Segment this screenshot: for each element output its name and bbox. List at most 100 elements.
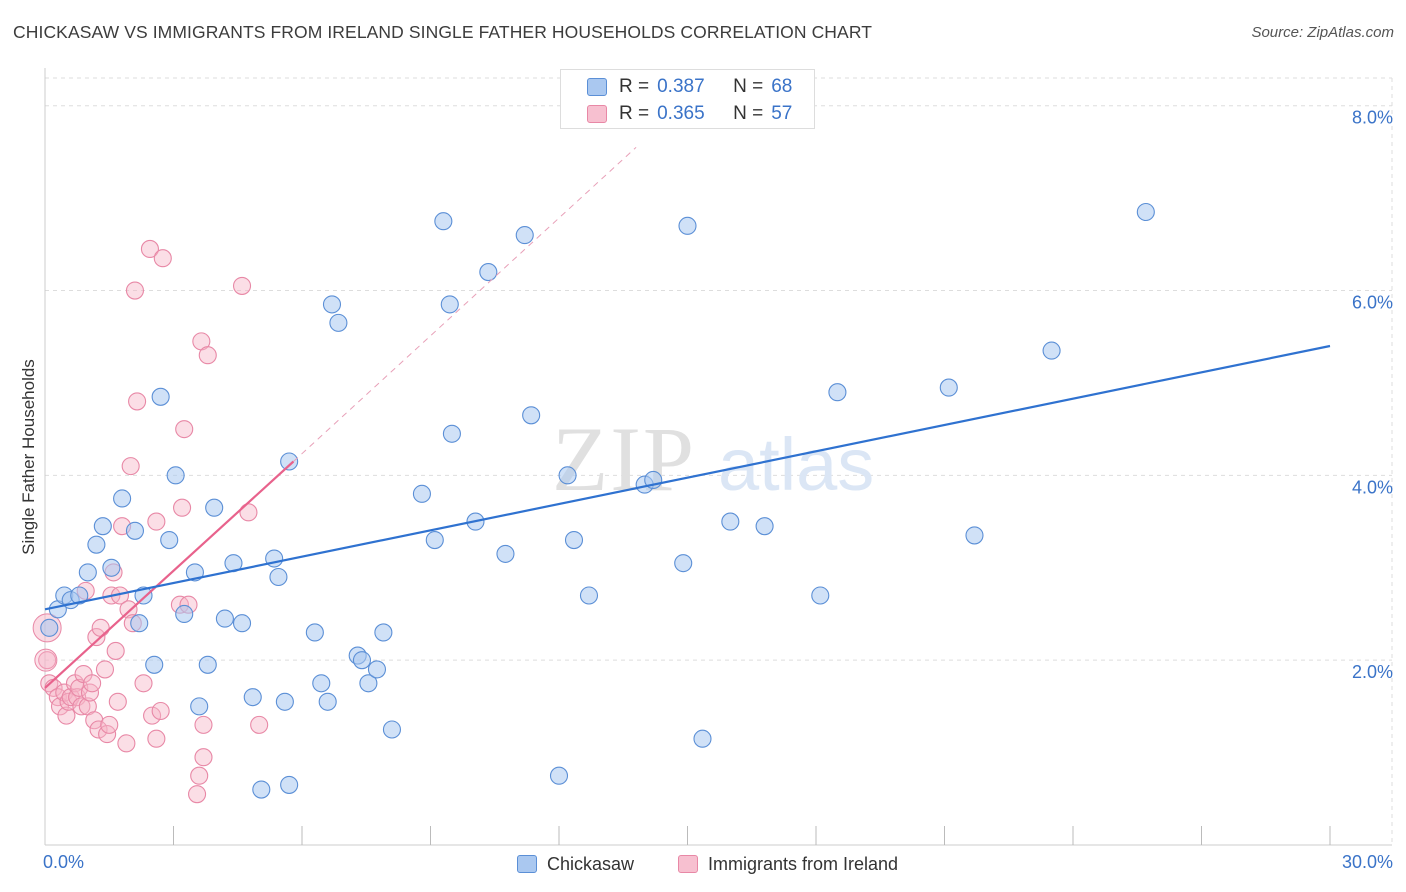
data-point: [305, 623, 324, 642]
data-point: [194, 748, 213, 767]
data-point: [70, 586, 89, 605]
data-point: [121, 457, 140, 476]
data-point: [828, 383, 847, 402]
data-point: [811, 586, 830, 605]
series-immigrants-from-ireland: [32, 239, 269, 804]
stats-row-chickasaw: R = 0.387 N = 68: [587, 75, 792, 99]
trend-line-chickasaw: [44, 344, 1331, 611]
trend-lines: [44, 146, 1331, 689]
trend-line-ireland-extension: [293, 146, 637, 462]
data-point: [134, 586, 153, 605]
data-point: [674, 554, 693, 573]
data-point: [312, 674, 331, 693]
data-point: [134, 674, 153, 693]
data-point: [359, 674, 378, 693]
watermark-atlas: atlas: [718, 423, 874, 506]
data-point: [147, 729, 166, 748]
data-point: [318, 692, 337, 711]
data-point: [125, 281, 144, 300]
data-point: [755, 517, 774, 536]
data-point: [151, 701, 170, 721]
stats-swatch-pink: [587, 105, 607, 123]
data-point: [108, 692, 127, 711]
data-point: [40, 618, 59, 637]
stats-box: R = 0.387 N = 68 R = 0.365 N = 57: [560, 69, 815, 129]
legend-swatch-blue: [517, 855, 537, 873]
watermark-zip: ZIP: [552, 408, 696, 510]
data-point: [190, 697, 209, 716]
legend-swatch-pink: [678, 855, 698, 873]
stats-swatch-blue: [587, 78, 607, 96]
data-point: [434, 212, 453, 231]
data-point: [93, 517, 112, 536]
data-point: [125, 521, 144, 540]
data-point: [173, 498, 192, 517]
stats-n-label: N =: [733, 76, 764, 97]
stats-r-value: 0.387: [657, 76, 705, 97]
data-point: [128, 392, 147, 411]
data-point: [239, 503, 258, 522]
data-point: [352, 651, 372, 670]
data-point: [496, 544, 515, 563]
data-point: [367, 660, 387, 679]
source-label: Source: ZipAtlas.com: [1251, 24, 1394, 41]
data-point: [252, 780, 271, 799]
data-point: [243, 688, 262, 707]
data-point: [322, 295, 342, 314]
data-point: [38, 651, 57, 670]
y-tick-label: 6.0%: [1352, 293, 1393, 313]
data-point: [87, 535, 106, 554]
legend-label: Immigrants from Ireland: [708, 853, 899, 874]
data-point: [579, 586, 599, 605]
data-point: [280, 775, 299, 794]
stats-r-label: R =: [619, 76, 650, 97]
data-point: [280, 452, 299, 471]
data-point: [1136, 202, 1155, 222]
y-tick-labels: 2.0% 4.0% 6.0% 8.0%: [1352, 108, 1393, 682]
stats-n-label: N =: [733, 103, 764, 124]
data-point: [442, 424, 461, 443]
legend-item-chickasaw[interactable]: Chickasaw: [517, 851, 634, 877]
series-chickasaw: [40, 202, 1155, 799]
data-point: [194, 715, 213, 734]
data-point: [412, 484, 431, 503]
y-tick-label: 4.0%: [1352, 477, 1393, 497]
legend-label: Chickasaw: [547, 853, 635, 874]
data-point: [1042, 341, 1061, 360]
stats-row-ireland: R = 0.365 N = 57: [587, 102, 792, 126]
data-point: [205, 498, 224, 517]
x-tick-label-min: 0.0%: [43, 852, 85, 872]
data-point: [147, 512, 166, 531]
data-point: [522, 406, 541, 425]
x-tick-label-max: 30.0%: [1341, 852, 1393, 872]
data-point: [198, 655, 217, 674]
data-point: [175, 420, 194, 439]
data-point: [678, 216, 697, 235]
data-point: [198, 346, 217, 365]
data-point: [549, 766, 569, 785]
data-point-cluster: [34, 648, 58, 672]
data-point: [188, 785, 207, 804]
stats-r-label: R =: [619, 103, 650, 124]
data-point: [215, 609, 234, 628]
data-point: [275, 692, 294, 711]
data-point: [113, 489, 132, 508]
data-point: [374, 623, 393, 642]
data-point: [160, 530, 179, 550]
data-point: [440, 295, 459, 314]
data-point: [95, 660, 115, 679]
data-point: [151, 387, 170, 406]
data-point: [190, 766, 209, 785]
data-point: [232, 276, 252, 295]
data-point: [72, 697, 91, 716]
data-point: [232, 614, 252, 633]
data-point: [166, 466, 185, 485]
data-point: [106, 641, 125, 660]
data-point: [145, 655, 164, 674]
data-point: [100, 715, 119, 734]
legend-item-immigrants-from-ireland[interactable]: Immigrants from Ireland: [678, 851, 898, 877]
y-tick-label: 8.0%: [1352, 108, 1393, 128]
data-point: [564, 530, 584, 550]
data-point: [87, 628, 106, 647]
